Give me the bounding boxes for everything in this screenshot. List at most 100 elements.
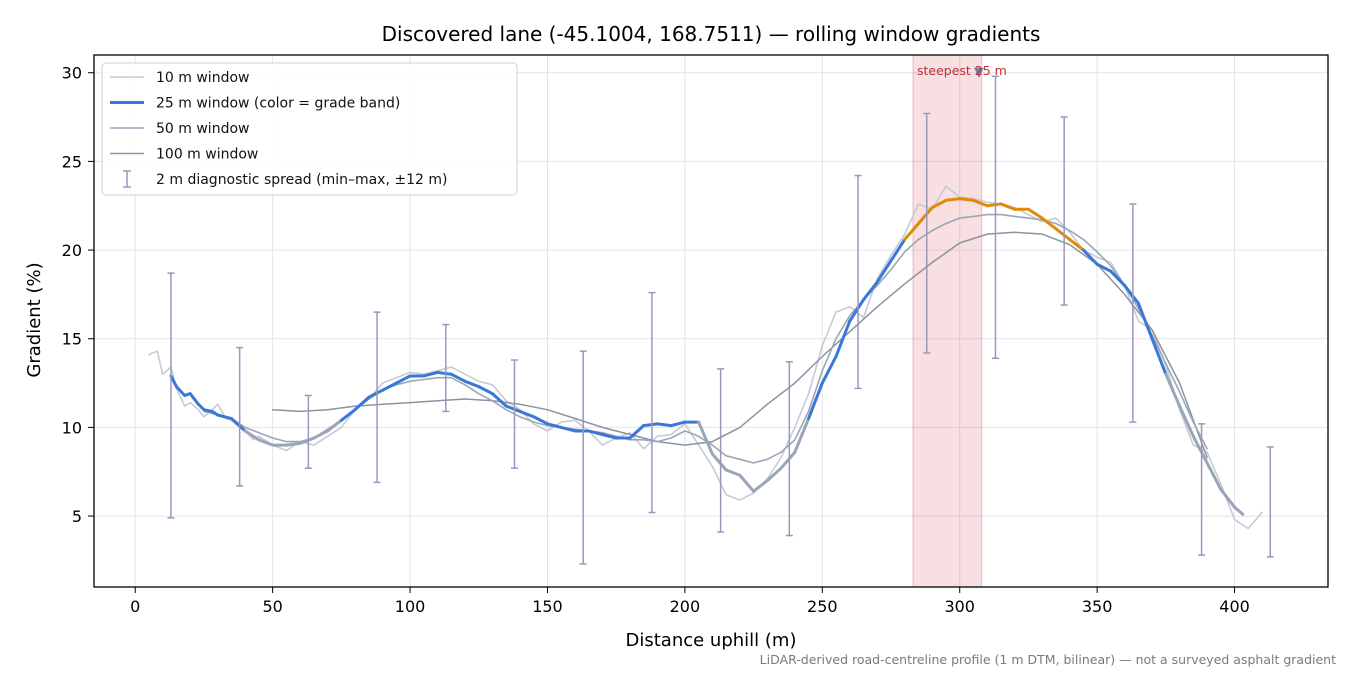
series-25m-segment	[422, 370, 440, 378]
steepest-marker: steepest 25 m	[917, 63, 1007, 78]
diagnostic-spread-errorbars	[167, 75, 1274, 565]
y-axis-ticks: 5 10 15 20 25 30	[62, 64, 94, 526]
y-tick-label: 10	[62, 418, 82, 437]
legend-label: 10 m window	[156, 70, 249, 86]
series-25m-segment	[752, 479, 769, 493]
series-25m-segment	[1136, 301, 1154, 341]
series-25m-segment	[188, 392, 200, 406]
series-25m-segment	[1095, 262, 1113, 273]
series-25m-segment	[971, 198, 989, 208]
series-25m-segment	[436, 370, 453, 376]
series-25m-segment	[944, 197, 962, 202]
series-25m-segment	[930, 198, 948, 210]
series-25m-segment	[394, 374, 412, 385]
series-25m-segment	[504, 404, 522, 413]
chart-title: Discovered lane (-45.1004, 168.7511) — r…	[382, 22, 1041, 46]
series-25m-segment	[1081, 248, 1099, 266]
series-25m-segment	[1233, 505, 1245, 516]
series-25m-segment	[229, 417, 247, 433]
series-25m-segment	[353, 395, 371, 412]
series-25m-segment	[1054, 227, 1072, 241]
series-25m-segment	[1191, 434, 1209, 465]
series-25m-segment	[916, 206, 934, 225]
series-25m-segment	[724, 468, 742, 477]
series-25m-segment	[312, 429, 330, 440]
series-25m-segment	[889, 237, 907, 263]
y-tick-label: 20	[62, 241, 82, 260]
series-25m-segment	[738, 473, 756, 493]
series-25m-segment	[518, 409, 536, 419]
series-25m-segment	[985, 202, 1003, 208]
series-25m-segment	[545, 422, 563, 429]
series-25m-segment	[1178, 404, 1195, 438]
y-tick-label: 15	[62, 330, 82, 349]
series-25m-segment	[669, 420, 687, 428]
series-25m-segment	[532, 415, 549, 426]
x-tick-label: 250	[807, 597, 838, 616]
legend-label: 2 m diagnostic spread (min–max, ±12 m)	[156, 172, 447, 188]
series-25m-segment	[1123, 284, 1140, 305]
series-25m-segment	[491, 392, 508, 408]
series-25m-segment	[655, 422, 673, 428]
x-tick-label: 300	[944, 597, 975, 616]
series-25m-segment	[1219, 487, 1237, 509]
x-tick-label: 50	[262, 597, 282, 616]
plot-frame	[93, 54, 1329, 588]
x-tick-label: 0	[130, 597, 140, 616]
series-25m-segment	[381, 381, 398, 392]
series-25m-segment	[903, 221, 920, 241]
series-25m-segment	[697, 420, 714, 456]
series-25m-segment	[862, 280, 879, 302]
x-tick-label: 200	[670, 597, 701, 616]
x-tick-label: 150	[532, 597, 563, 616]
series-25m-segment	[284, 441, 302, 447]
steepest-annotation: steepest 25 m	[917, 63, 1007, 78]
series-25m-segment	[257, 438, 275, 447]
x-axis-ticks: 0 50 100 150 200 250 300 350 400	[130, 587, 1250, 616]
series-25m-segment	[587, 429, 604, 436]
x-tick-label: 350	[1082, 597, 1113, 616]
series-25m-segment	[628, 424, 646, 440]
series-25m-segment	[820, 354, 838, 385]
series-10m-line	[148, 185, 1263, 530]
series-25m-segment	[1164, 372, 1182, 408]
series-25m-segment	[174, 385, 187, 397]
series-25m-segment	[875, 259, 893, 284]
series-25m-segment	[834, 319, 852, 358]
y-axis-label: Gradient (%)	[24, 262, 45, 377]
series-25m-segment	[326, 418, 343, 433]
series-25m-segment	[1205, 461, 1223, 491]
series-25m-segment	[367, 388, 385, 399]
y-tick-label: 25	[62, 152, 82, 171]
legend-label: 50 m window	[156, 121, 249, 137]
x-tick-label: 400	[1219, 597, 1250, 616]
series-25m-segment	[216, 413, 233, 421]
legend-label: 100 m window	[156, 147, 258, 163]
series-25m-segment	[848, 298, 866, 323]
series-lines	[148, 185, 1263, 530]
series-25m-segment	[807, 381, 824, 421]
legend-box	[101, 62, 518, 196]
series-25m-segment	[339, 408, 357, 422]
legend-label: 25 m window (color = grade band)	[156, 96, 400, 112]
series-25m-segment	[463, 379, 481, 389]
series-100m-line	[271, 231, 1208, 459]
series-25m-segment	[243, 429, 261, 442]
x-tick-label: 100	[395, 597, 426, 616]
steepest-marker-triangle	[973, 67, 984, 78]
series-25m-segment	[999, 202, 1017, 211]
series-25m-segment	[1040, 216, 1058, 231]
series-25m-segment	[298, 436, 316, 445]
series-25m-segment	[765, 466, 783, 483]
series-25m-segment	[1026, 207, 1044, 220]
series-25m-segment	[710, 452, 728, 472]
legend: 10 m window 25 m window (color = grade ba…	[101, 62, 518, 196]
series-25m-segment	[1068, 237, 1085, 252]
series-25m-segment	[793, 417, 811, 454]
series-25m-segment	[477, 385, 495, 396]
steepest-window-band	[912, 54, 983, 588]
footnote: LiDAR-derived road-centreline profile (1…	[760, 652, 1336, 667]
series-25m-segment	[449, 372, 467, 383]
series-25m-segment	[642, 422, 659, 428]
